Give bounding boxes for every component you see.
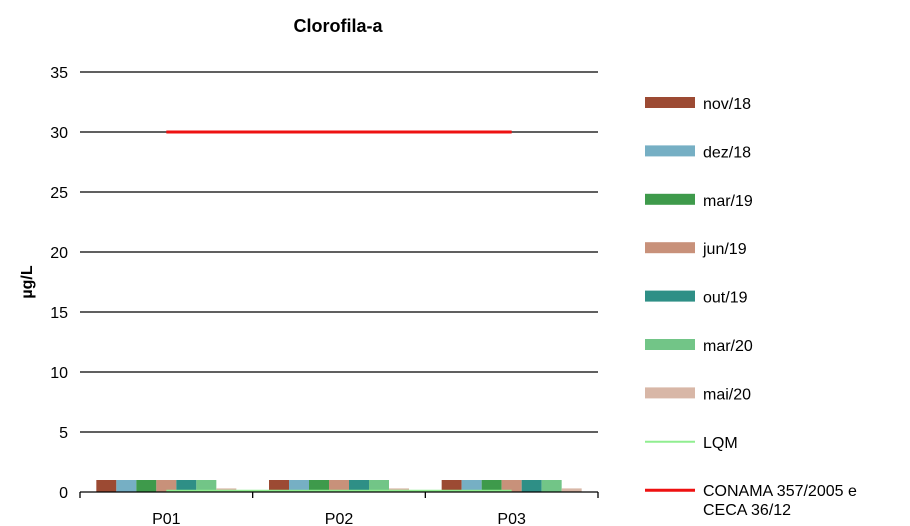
gridlines — [80, 71, 598, 433]
y-tick-labels: 0 5 10 15 20 25 30 35 — [50, 65, 68, 502]
bar — [176, 480, 197, 492]
bar — [441, 480, 462, 492]
legend-label: dez/18 — [703, 144, 751, 161]
bar — [196, 480, 217, 492]
x-tick-label: P01 — [152, 511, 181, 526]
x-tick-labels: P01 P02 P03 — [152, 511, 526, 526]
x-tick-label: P02 — [325, 511, 354, 526]
legend-swatch — [645, 242, 695, 254]
bar — [116, 480, 137, 492]
legend-swatch — [645, 290, 695, 302]
bar — [269, 480, 289, 492]
legend-swatch — [645, 145, 695, 157]
legend-label: out/19 — [703, 290, 748, 307]
y-tick-label: 0 — [59, 485, 68, 502]
bar — [561, 488, 582, 492]
y-tick-label: 10 — [50, 365, 68, 382]
legend-swatch — [645, 339, 695, 350]
bar — [329, 480, 349, 492]
bar — [289, 480, 309, 492]
legend-swatch — [645, 97, 695, 108]
x-tick-label: P03 — [497, 511, 526, 526]
y-tick-label: 20 — [50, 245, 68, 262]
legend-swatch — [645, 387, 695, 399]
legend-label: mar/19 — [703, 193, 753, 210]
bar — [349, 480, 369, 492]
bars — [96, 480, 582, 492]
bar — [136, 480, 157, 492]
reference-lines — [166, 130, 512, 492]
bar — [461, 480, 482, 492]
legend-label: jun/19 — [702, 241, 747, 258]
legend-label: mai/20 — [703, 386, 751, 403]
chart-title: Clorofila-a — [293, 16, 383, 36]
legend-label: mar/20 — [703, 338, 753, 355]
bar — [309, 480, 329, 492]
bar — [96, 480, 117, 492]
bar — [156, 480, 177, 492]
y-axis-label: µg/L — [19, 265, 36, 298]
legend-label: CONAMA 357/2005 e CECA 36/12 — [703, 483, 857, 519]
bar — [521, 480, 542, 492]
legend-swatch — [645, 193, 695, 205]
bar — [501, 480, 522, 492]
y-tick-label: 30 — [50, 125, 68, 142]
legend: nov/18 dez/18 mar/19 jun/19 out/19 mar/20 mai/… — [645, 96, 857, 519]
y-tick-label: 5 — [59, 425, 68, 442]
legend-label: nov/18 — [703, 96, 751, 113]
bar — [369, 480, 389, 492]
axes — [79, 491, 599, 498]
y-tick-label: 35 — [50, 65, 68, 82]
y-tick-label: 25 — [50, 185, 68, 202]
y-tick-label: 15 — [50, 305, 68, 322]
bar — [541, 480, 562, 492]
legend-label: LQM — [703, 435, 738, 452]
bar — [481, 480, 502, 492]
